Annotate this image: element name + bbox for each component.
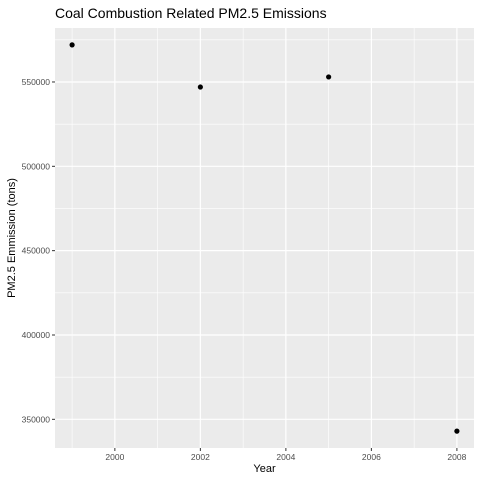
y-tick-label: 450000	[22, 246, 51, 256]
y-tick-label: 500000	[22, 161, 51, 171]
data-point	[454, 428, 460, 434]
plot-panel	[55, 28, 474, 448]
x-tick-label: 2004	[276, 452, 295, 462]
axis-ticks	[52, 81, 458, 451]
tick-labels: 2000 2002 2004 2006 2008 350000 400000 450000 50…	[22, 77, 467, 462]
x-axis-title: Year	[253, 463, 276, 475]
chart-title: Coal Combustion Related PM2.5 Emissions	[55, 5, 327, 21]
y-tick-label: 550000	[22, 77, 51, 87]
minor-gridlines	[55, 28, 474, 448]
data-point	[326, 74, 332, 80]
data-point	[69, 42, 75, 48]
y-tick-label: 400000	[22, 330, 51, 340]
data-point	[197, 84, 203, 90]
data-points	[69, 42, 460, 434]
y-tick-label: 350000	[22, 414, 51, 424]
x-tick-label: 2006	[362, 452, 381, 462]
major-gridlines	[55, 28, 474, 448]
x-tick-label: 2008	[447, 452, 466, 462]
x-tick-label: 2000	[105, 452, 124, 462]
x-tick-label: 2002	[191, 452, 210, 462]
y-axis-title: PM2.5 Emmission (tons)	[6, 178, 18, 298]
